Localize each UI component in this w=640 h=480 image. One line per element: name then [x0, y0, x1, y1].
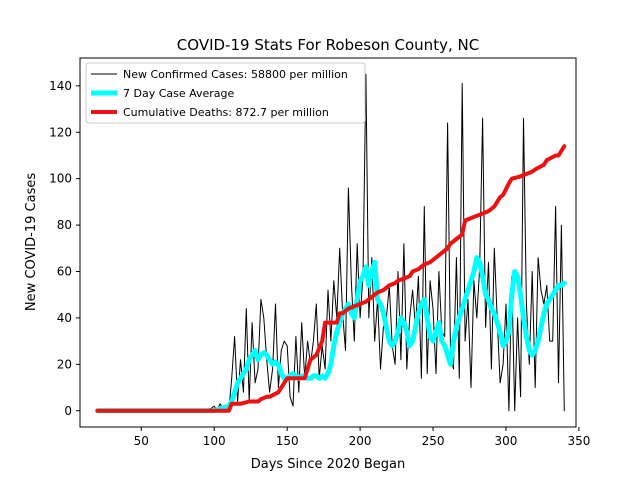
- plot-frame: [79, 57, 577, 428]
- y-tick-label: 60: [57, 265, 72, 279]
- x-axis-label: Days Since 2020 Began: [251, 457, 406, 472]
- legend-label-new-cases: New Confirmed Cases: 58800 per million: [123, 68, 348, 81]
- legend-label-7-day-average: 7 Day Case Average: [123, 87, 235, 100]
- x-tick-label: 100: [203, 434, 226, 448]
- y-tick-label: 120: [49, 125, 72, 139]
- x-tick-label: 350: [567, 434, 590, 448]
- series-cumulative-deaths: [95, 144, 567, 413]
- legend-box: [85, 62, 366, 124]
- x-tick-label: 50: [134, 434, 149, 448]
- chart-title: COVID-19 Stats For Robeson County, NC: [177, 36, 479, 54]
- y-tick-label: 80: [57, 218, 72, 232]
- x-axis: 50 100 150 200 250 300 350: [134, 427, 590, 448]
- y-axis: 0 20 40 60 80 100 120 140: [49, 79, 80, 418]
- x-tick-label: 300: [495, 434, 518, 448]
- y-tick-label: 0: [64, 404, 72, 418]
- y-tick-label: 140: [49, 79, 72, 93]
- y-tick-label: 40: [57, 311, 72, 325]
- x-tick-label: 150: [276, 434, 299, 448]
- x-tick-label: 200: [349, 434, 372, 448]
- x-tick-label: 250: [422, 434, 445, 448]
- legend: New Confirmed Cases: 58800 per million 7…: [85, 62, 366, 124]
- y-tick-label: 100: [49, 172, 72, 186]
- series-layer: [95, 73, 567, 414]
- legend-label-cumulative-deaths: Cumulative Deaths: 872.7 per million: [123, 106, 329, 119]
- y-axis-label: New COVID-19 Cases: [24, 173, 39, 311]
- series-7-day-average: [95, 255, 567, 414]
- y-tick-label: 20: [57, 357, 72, 371]
